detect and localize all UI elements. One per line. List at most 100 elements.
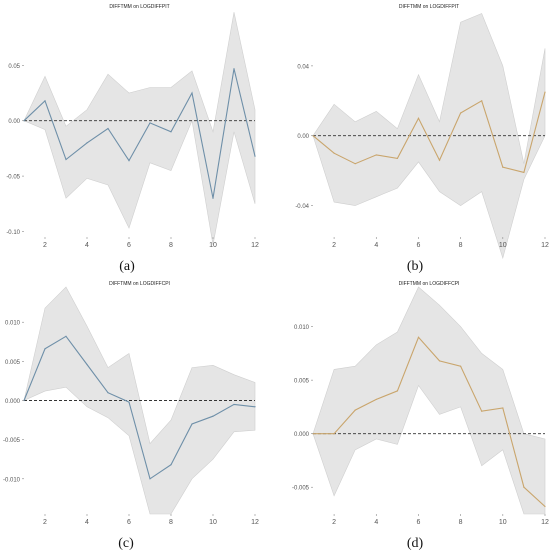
data-point <box>438 360 441 362</box>
data-point <box>523 171 525 173</box>
x-tick-label: 2 <box>43 519 47 526</box>
confidence-band <box>312 286 546 515</box>
y-tick-label: 0.000 <box>294 432 310 438</box>
series-line <box>313 336 546 507</box>
data-point <box>417 117 420 119</box>
x-tick-label: 6 <box>417 519 421 526</box>
data-point <box>128 159 130 162</box>
data-point <box>44 348 46 350</box>
data-point <box>212 197 214 199</box>
panel-label-b: (b) <box>406 259 424 274</box>
data-point <box>375 398 377 401</box>
chart-title: DIFFTMM on LOGDIFFPIT <box>399 4 459 10</box>
x-tick-label: 2 <box>332 519 336 526</box>
data-point <box>86 142 88 144</box>
chart-panel-3: DIFFTMM on LOGDIFFCPI 2 4 6 8 10 12 -0.010 -0.00… <box>3 281 259 526</box>
data-point <box>396 157 398 160</box>
data-point <box>170 464 172 466</box>
y-tick-label: 0.010 <box>5 321 21 327</box>
data-point <box>333 433 335 435</box>
x-tick-label: 2 <box>43 242 47 249</box>
y-tick-label: 0.010 <box>294 325 310 331</box>
x-tick-label: 10 <box>209 242 217 249</box>
chart-panel-4: DIFFTMM on LOGDIFFCPI 2 4 6 8 10 12 -0.005 0.000… <box>292 281 549 526</box>
x-tick-label: 4 <box>85 519 89 526</box>
series-line <box>312 91 546 174</box>
y-tick-label: -0.010 <box>3 477 21 483</box>
data-point <box>544 505 546 508</box>
series-line <box>23 68 256 199</box>
data-point <box>354 409 356 411</box>
data-point <box>86 363 88 366</box>
chart-panel-2: DIFFTMM on LOGDIFFPIT 2 4 6 8 10 12 -0.04 0.00 0.… <box>295 4 549 260</box>
data-point <box>460 365 462 367</box>
data-point <box>233 403 235 406</box>
x-tick-label: 4 <box>374 242 378 249</box>
x-tick-label: 6 <box>127 242 131 249</box>
panel-label-c: (c) <box>118 536 134 551</box>
data-point <box>396 390 398 392</box>
x-tick-label: 4 <box>374 519 378 526</box>
x-tick-label: 8 <box>459 519 463 526</box>
y-tick-label: 0.00 <box>8 119 20 125</box>
data-point <box>417 336 420 338</box>
data-point <box>65 335 67 337</box>
data-point <box>107 392 109 394</box>
data-point <box>354 163 356 165</box>
data-point <box>481 100 483 102</box>
panel-label-d: (d) <box>406 536 424 551</box>
data-point <box>254 155 256 157</box>
series-line <box>23 335 256 480</box>
x-tick-label: 6 <box>417 242 421 249</box>
y-tick-label: 0.04 <box>297 64 309 70</box>
y-tick-label: 0.05 <box>8 64 20 70</box>
data-point <box>44 100 46 102</box>
y-tick-label: -0.005 <box>292 486 310 492</box>
x-tick-label: 10 <box>209 519 217 526</box>
x-tick-label: 8 <box>169 242 173 249</box>
data-point <box>128 401 130 403</box>
y-tick-label: 0.000 <box>5 399 21 405</box>
x-tick-label: 12 <box>541 519 549 526</box>
data-point <box>460 112 462 114</box>
data-point <box>107 127 109 130</box>
y-tick-label: -0.005 <box>3 438 21 444</box>
chart-title: DIFFTMM on LOGDIFFPIT <box>109 4 169 10</box>
x-tick-label: 8 <box>459 242 463 249</box>
x-tick-label: 4 <box>85 242 89 249</box>
x-tick-label: 10 <box>499 242 507 249</box>
x-tick-label: 12 <box>251 519 259 526</box>
y-tick-label: -0.04 <box>295 204 309 210</box>
y-tick-label: 0.00 <box>297 134 309 140</box>
x-tick-label: 12 <box>541 242 549 249</box>
data-point <box>254 406 256 408</box>
data-point <box>333 152 335 154</box>
data-point <box>149 122 151 124</box>
data-point <box>170 131 172 133</box>
y-tick-label: 0.005 <box>5 360 21 366</box>
data-point <box>481 410 483 412</box>
data-point <box>438 159 441 161</box>
x-tick-label: 12 <box>251 242 259 249</box>
x-tick-label: 8 <box>169 519 173 526</box>
confidence-band <box>23 12 256 245</box>
data-point <box>375 154 377 156</box>
data-point <box>502 407 504 409</box>
data-point <box>502 166 504 168</box>
data-point <box>544 91 546 93</box>
chart-title: DIFFTMM on LOGDIFFCPI <box>109 281 170 287</box>
data-point <box>233 68 235 70</box>
data-point <box>65 158 67 161</box>
data-point <box>212 415 214 417</box>
x-tick-label: 2 <box>332 242 336 249</box>
panel-label-a: (a) <box>119 259 135 274</box>
y-tick-label: 0.005 <box>294 379 310 385</box>
x-tick-label: 6 <box>127 519 131 526</box>
chart-panel-1: DIFFTMM on LOGDIFFPIT 2 4 6 8 10 12 -0.10 -0.05 0… <box>6 4 259 249</box>
data-point <box>191 423 193 425</box>
data-point <box>523 486 525 488</box>
data-point <box>149 478 151 480</box>
y-tick-label: -0.05 <box>6 175 20 181</box>
